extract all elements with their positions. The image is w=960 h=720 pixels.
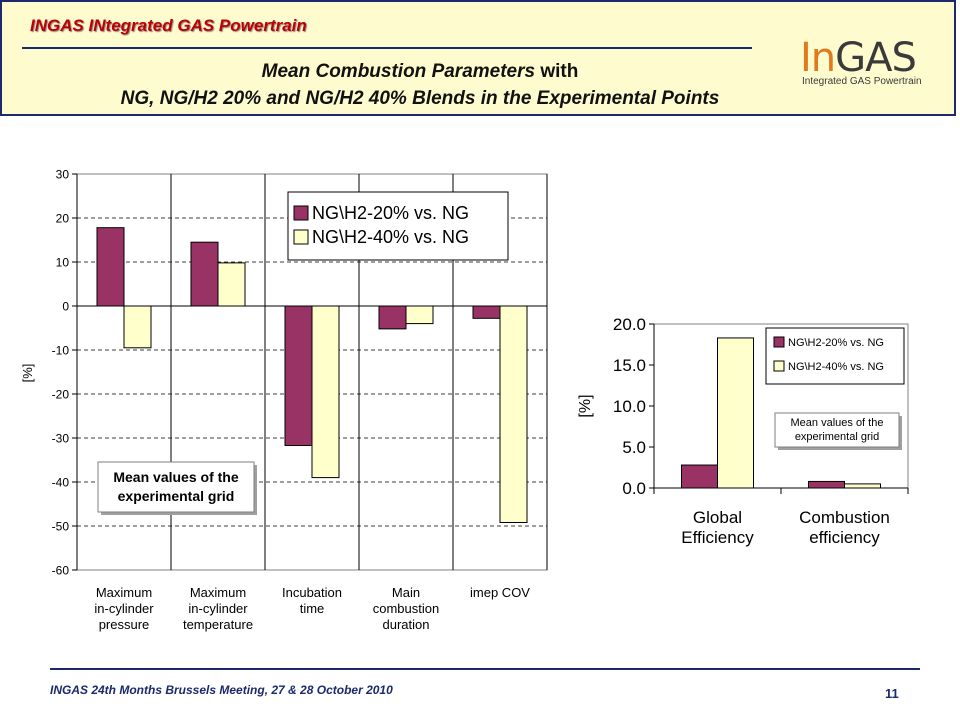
chart1-bar-s1-2 [190, 241, 219, 307]
chart1-y-tick-label: 30 [56, 167, 70, 181]
chart2-legend-label-1: NG\H2-20% vs. NG [788, 337, 884, 349]
title-line2: NG, NG/H2 20% and NG/H2 40% Blends in th… [120, 88, 720, 109]
header-rule [22, 47, 752, 49]
chart1-legend-box [287, 191, 509, 261]
chart2-y-tick-label: 0.0 [622, 479, 646, 498]
chart1-y-tick-label: 0 [62, 299, 69, 313]
chart1-bar-s1-1 [96, 227, 125, 307]
chart1-y-axis-label: [%] [20, 364, 35, 383]
chart2-legend-swatch-1 [773, 336, 785, 348]
chart1-bar-s2-2 [217, 262, 246, 307]
chart1-category-label: Maximum [96, 585, 152, 600]
logo-wordmark: InGAS [800, 35, 917, 81]
title-line1-normal: with [540, 61, 579, 82]
chart1-bar-s1-5 [472, 305, 501, 319]
chart2-category-label: Efficiency [681, 528, 754, 547]
chart1-category-label: Incubation [282, 585, 342, 600]
ingas-logo: InGAS Integrated GAS Powertrain [800, 36, 940, 88]
chart2-category-label: efficiency [809, 528, 880, 547]
chart2-bar-s1-1 [681, 464, 718, 489]
chart1-y-tick-label: -30 [52, 431, 70, 445]
footer-rule [50, 668, 920, 670]
chart1-y-tick-label: -60 [52, 563, 70, 577]
chart2-legend-label-2: NG\H2-40% vs. NG [788, 361, 884, 373]
chart2-y-axis-label: [%] [577, 394, 594, 417]
chart1-bar-s2-3 [311, 305, 340, 479]
chart1-category-label: in-cylinder [188, 601, 248, 616]
chart2-annotation-text: Mean values of the [791, 417, 884, 429]
chart1-bar-s2-4 [405, 305, 434, 325]
chart2-annotation-text: experimental grid [795, 431, 879, 443]
chart2-y-tick-label: 10.0 [613, 397, 646, 416]
chart2-bar-s2-2 [844, 483, 881, 489]
chart1-legend-label-2: NG\H2-40% vs. NG [312, 227, 469, 247]
chart1-bar-s2-1 [123, 305, 152, 349]
chart1-category-label: time [300, 601, 325, 616]
chart1-y-tick-label: -20 [52, 387, 70, 401]
chart2-category-label: Global [693, 508, 742, 527]
chart1-category-label: duration [383, 617, 430, 632]
chart1-legend-label-1: NG\H2-20% vs. NG [312, 203, 469, 223]
chart1-annotation-box [97, 461, 255, 513]
logo-in: In [800, 35, 836, 81]
chart1-annotation-text: Mean values of the [113, 469, 238, 485]
chart1-legend-swatch-2 [293, 229, 309, 245]
chart2-bar-s1-2 [808, 480, 845, 489]
chart1-category-label: Maximum [190, 585, 246, 600]
logo-gas: GAS [835, 35, 917, 81]
chart2-legend-box [765, 327, 905, 385]
logo-subtitle: Integrated GAS Powertrain [802, 76, 922, 87]
chart2-y-tick-label: 5.0 [622, 438, 646, 457]
chart2-legend-swatch-2 [773, 360, 785, 372]
chart1-y-tick-label: 20 [56, 211, 70, 225]
chart2-y-tick-label: 20.0 [613, 315, 646, 334]
chart1-y-tick-label: -50 [52, 519, 70, 533]
chart1-category-label: combustion [373, 601, 439, 616]
chart1-category-label: temperature [183, 617, 253, 632]
chart1-y-tick-label: 10 [56, 255, 70, 269]
chart1-legend-swatch-1 [293, 205, 309, 221]
footer-meeting: INGAS 24th Months Brussels Meeting, 27 &… [50, 683, 393, 697]
chart2-annotation-box [774, 412, 900, 448]
page-number: 11 [885, 686, 899, 701]
chart1-category-label: Main [392, 585, 420, 600]
chart1-annotation-text: experimental grid [118, 488, 235, 504]
chart1-y-tick-label: -40 [52, 475, 70, 489]
chart2-y-tick-label: 15.0 [613, 356, 646, 375]
brand-title: INGAS INtegrated GAS Powertrain [30, 16, 307, 35]
chart1-category-label: imep COV [470, 585, 530, 600]
chart1-y-tick-label: -10 [52, 343, 70, 357]
title-line1-italic: Mean Combustion Parameters [261, 61, 536, 82]
chart2-bar-s2-1 [717, 337, 754, 489]
header-banner [0, 0, 956, 116]
chart2-category-label: Combustion [799, 508, 890, 527]
chart1-category-label: in-cylinder [94, 601, 154, 616]
slide-title: Mean Combustion Parameters with NG, NG/H… [20, 58, 820, 112]
chart1-bar-s2-5 [499, 305, 528, 523]
chart1-bar-s1-3 [284, 305, 313, 446]
chart1-bar-s1-4 [378, 305, 407, 330]
chart1-category-label: pressure [99, 617, 150, 632]
